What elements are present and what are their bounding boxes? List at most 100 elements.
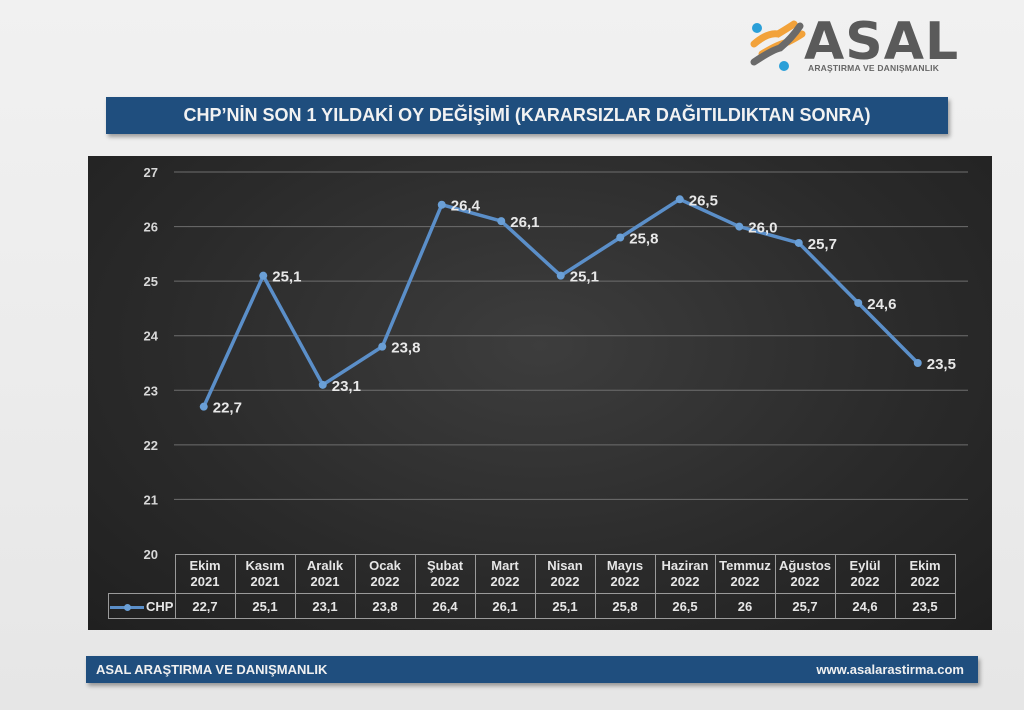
year-label: 2022	[790, 574, 820, 589]
month-header-cell: Ekim 2021	[174, 554, 236, 594]
logo-tagline: ARAŞTIRMA VE DANIŞMANLIK	[808, 63, 940, 73]
value-cell: 25,8	[594, 593, 656, 619]
y-axis-tick: 22	[144, 438, 158, 453]
data-label: 25,1	[570, 269, 599, 286]
line-chart: 202122232425262722,725,123,123,826,426,1…	[144, 165, 968, 562]
month-header-cell: Ekim 2022	[894, 554, 956, 594]
chart-title: CHP’NİN SON 1 YILDAKİ OY DEĞİŞİMİ (KARAR…	[183, 105, 871, 125]
value-cell: 25,1	[234, 593, 296, 619]
year-label: 2022	[370, 574, 400, 589]
year-label: 2021	[250, 574, 280, 589]
asal-logo-mark-icon	[750, 20, 806, 71]
legend-line-marker-icon	[110, 603, 145, 611]
data-label: 26,1	[510, 214, 539, 231]
data-label: 26,0	[748, 220, 777, 237]
year-label: 2022	[670, 574, 700, 589]
data-table: Ekim 2021 Kasım 2021 Aralık 2021 Ocak 2022 Şubat…	[108, 554, 956, 619]
month-header-cell: Eylül 2022	[834, 554, 896, 594]
value-cell: 26,1	[474, 593, 536, 619]
data-table-corner	[108, 554, 175, 594]
month-label: Temmuz	[719, 558, 771, 573]
data-point	[854, 298, 863, 307]
month-label: Ekim	[189, 558, 221, 573]
year-label: 2022	[610, 574, 640, 589]
year-label: 2021	[310, 574, 340, 589]
data-point	[199, 402, 208, 411]
y-axis-tick: 26	[144, 220, 158, 235]
month-label: Ağustos	[779, 558, 831, 573]
y-axis-tick: 23	[144, 383, 158, 398]
data-label: 23,8	[391, 340, 420, 357]
value-cell: 23,1	[294, 593, 356, 619]
year-label: 2022	[430, 574, 460, 589]
data-point	[318, 380, 327, 389]
value-cell: 23,5	[894, 593, 956, 619]
month-header-cell: Ocak 2022	[354, 554, 416, 594]
value-cell: 24,6	[834, 593, 896, 619]
value-cell: 26	[714, 593, 776, 619]
month-label: Ocak	[369, 558, 401, 573]
month-label: Aralık	[306, 558, 344, 573]
chart-title-bar: CHP’NİN SON 1 YILDAKİ OY DEĞİŞİMİ (KARAR…	[106, 97, 948, 134]
legend-label: CHP	[146, 598, 174, 614]
year-label: 2021	[190, 574, 220, 589]
year-label: 2022	[730, 574, 760, 589]
y-axis-tick: 21	[144, 492, 158, 507]
month-header-cell: Temmuz 2022	[714, 554, 776, 594]
data-label: 25,7	[808, 236, 837, 253]
value-cell: 26,4	[414, 593, 476, 619]
data-table-header-row: Ekim 2021 Kasım 2021 Aralık 2021 Ocak 2022 Şubat…	[108, 554, 956, 594]
data-label: 23,5	[927, 356, 956, 373]
month-header-cell: Şubat 2022	[414, 554, 476, 594]
data-point	[913, 359, 922, 367]
year-label: 2022	[910, 574, 940, 589]
data-point	[556, 271, 565, 280]
asal-logo: ASAL ARAŞTIRMA VE DANIŞMANLIK	[748, 12, 958, 76]
data-label: 22,7	[213, 400, 242, 417]
data-label: 25,1	[272, 269, 301, 286]
month-label: Şubat	[426, 558, 464, 573]
data-point	[259, 271, 268, 280]
data-label: 23,1	[332, 378, 361, 395]
value-cell: 25,7	[774, 593, 836, 619]
y-axis-tick: 27	[144, 165, 158, 180]
value-cell: 22,7	[174, 593, 236, 619]
chart-panel: 20 21 22 23 24 25 26 27 22,7 25,1 23,1 23,8 26,4 26,1…	[88, 156, 992, 630]
footer-bar: ASAL ARAŞTIRMA VE DANIŞMANLIK www.asalar…	[86, 656, 978, 683]
data-label: 24,6	[867, 296, 896, 313]
data-point	[497, 217, 506, 226]
month-header-cell: Nisan 2022	[534, 554, 596, 594]
month-label: Mart	[491, 558, 519, 573]
data-point	[437, 200, 446, 209]
data-label: 26,5	[689, 192, 718, 209]
data-point	[378, 342, 387, 351]
month-header-cell: Haziran 2022	[654, 554, 716, 594]
month-header-cell: Ağustos 2022	[774, 554, 836, 594]
legend-cell: CHP	[108, 593, 176, 619]
month-label: Mayıs	[606, 558, 644, 573]
y-axis-tick: 24	[144, 329, 159, 344]
data-label: 25,8	[629, 230, 658, 247]
year-label: 2022	[490, 574, 520, 589]
data-table-value-row: CHP 22,7 25,1 23,1 23,8 26,4 26,1 25,1 25,8 26,5…	[108, 593, 956, 619]
footer-company: ASAL ARAŞTIRMA VE DANIŞMANLIK	[96, 662, 328, 677]
month-header-cell: Aralık 2021	[294, 554, 356, 594]
y-axis-tick: 25	[144, 274, 158, 289]
month-label: Kasım	[245, 558, 285, 573]
month-header-cell: Mart 2022	[474, 554, 536, 594]
month-label: Haziran	[661, 558, 709, 573]
footer-website-link[interactable]: www.asalarastirma.com	[816, 662, 964, 677]
data-point	[794, 238, 803, 247]
data-point	[675, 195, 684, 204]
data-point	[616, 233, 625, 242]
year-label: 2022	[550, 574, 580, 589]
value-cell: 23,8	[354, 593, 416, 619]
chp-series-line	[202, 197, 919, 408]
month-label: Eylül	[849, 558, 881, 573]
month-header-cell: Mayıs 2022	[594, 554, 656, 594]
month-label: Ekim	[909, 558, 941, 573]
data-point	[735, 222, 744, 231]
month-header-cell: Kasım 2021	[234, 554, 296, 594]
logo-wordmark: ASAL	[804, 12, 960, 72]
year-label: 2022	[850, 574, 880, 589]
